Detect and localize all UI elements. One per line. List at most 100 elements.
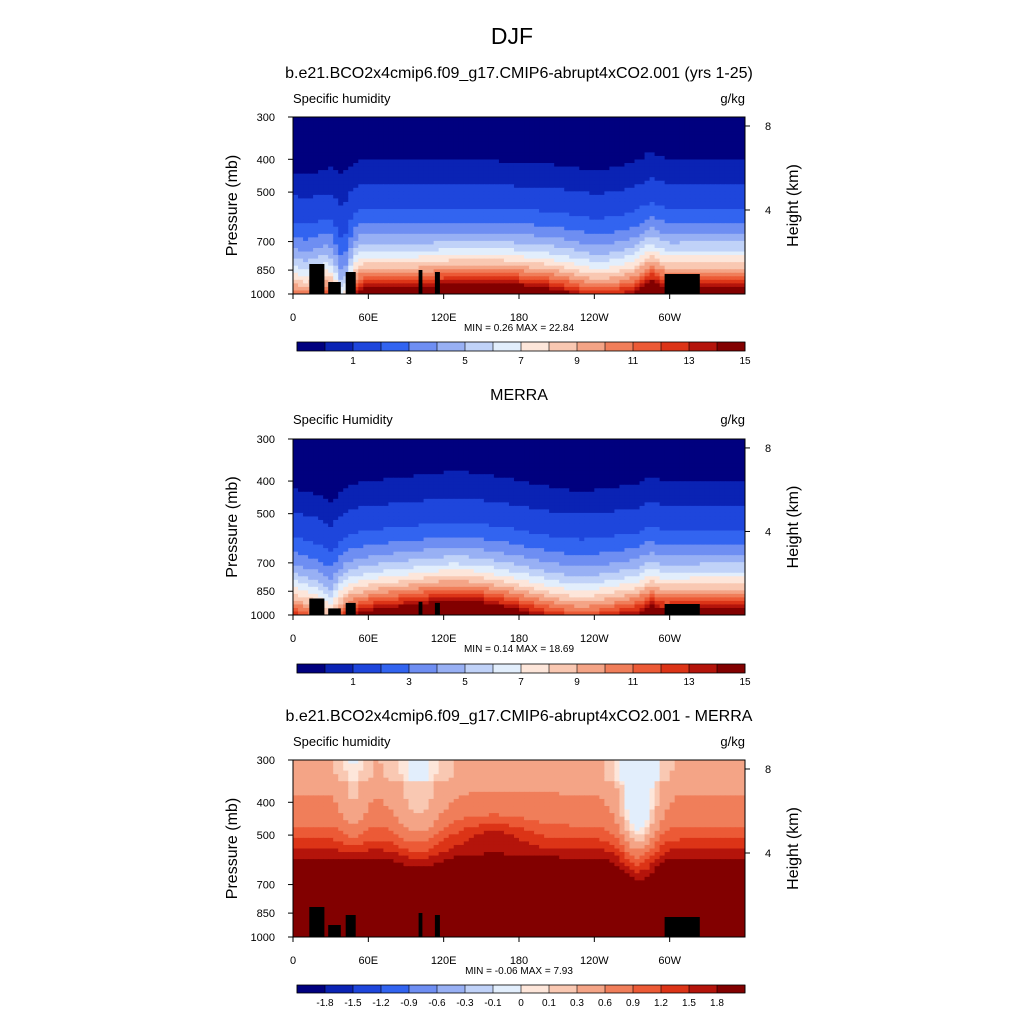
field-cell	[313, 152, 319, 157]
y-axis-title: Pressure (mb)	[224, 155, 241, 256]
field-cell	[529, 258, 535, 263]
field-cell	[629, 262, 636, 267]
field-cell	[303, 205, 309, 210]
field-cell	[589, 124, 595, 129]
field-cell	[333, 262, 339, 267]
field-cell	[493, 159, 500, 164]
field-cell	[298, 205, 304, 210]
field-cell	[303, 237, 309, 242]
field-cell	[519, 276, 525, 281]
field-cell	[488, 446, 495, 451]
field-cell	[624, 226, 631, 231]
field-cell	[418, 134, 425, 139]
field-cell	[639, 219, 646, 224]
field-cell	[614, 442, 621, 447]
field-cell	[493, 272, 500, 277]
field-cell	[313, 230, 319, 235]
field-cell	[318, 145, 324, 150]
field-cell	[569, 258, 575, 263]
field-cell	[634, 240, 641, 246]
field-cell	[624, 127, 631, 132]
field-cell	[624, 191, 631, 196]
field-cell	[503, 152, 510, 157]
field-cell	[408, 446, 415, 451]
field-cell	[634, 205, 641, 210]
field-cell	[564, 449, 570, 454]
field-cell	[539, 265, 545, 270]
field-cell	[413, 230, 420, 235]
field-cell	[383, 184, 390, 189]
field-cell	[554, 442, 560, 447]
field-cell	[654, 187, 661, 192]
field-cell	[629, 272, 636, 277]
field-cell	[519, 269, 525, 274]
field-cell	[293, 205, 299, 210]
field-cell	[719, 276, 726, 281]
field-cell	[298, 449, 304, 454]
field-cell	[388, 131, 395, 136]
field-cell	[413, 442, 420, 447]
field-cell	[559, 180, 565, 185]
field-cell	[519, 127, 525, 132]
field-cell	[604, 131, 610, 136]
field-cell	[534, 276, 540, 281]
field-cell	[569, 265, 575, 270]
field-cell	[729, 212, 736, 217]
field-cell	[498, 286, 505, 292]
field-cell	[333, 219, 339, 224]
field-cell	[669, 184, 676, 189]
field-cell	[694, 223, 701, 228]
field-cell	[303, 155, 309, 161]
field-cell	[358, 184, 364, 189]
field-cell	[483, 166, 490, 171]
field-cell	[549, 191, 555, 196]
field-cell	[609, 198, 616, 203]
field-cell	[724, 152, 731, 157]
field-cell	[559, 276, 565, 281]
field-cell	[639, 148, 646, 153]
field-cell	[629, 173, 636, 178]
field-cell	[298, 286, 304, 292]
field-cell	[483, 251, 490, 256]
field-cell	[438, 244, 445, 249]
field-cell	[348, 209, 354, 214]
colorbar-swatch	[437, 342, 466, 351]
field-cell	[428, 240, 435, 246]
field-cell	[569, 152, 575, 157]
field-cell	[353, 262, 359, 267]
field-cell	[398, 212, 405, 217]
field-cell	[704, 262, 711, 267]
field-cell	[534, 166, 540, 171]
field-cell	[418, 446, 425, 451]
field-cell	[423, 251, 430, 256]
field-cell	[704, 187, 711, 192]
field-cell	[529, 173, 535, 178]
field-cell	[629, 201, 636, 207]
field-cell	[694, 180, 701, 185]
field-cell	[739, 251, 745, 256]
field-cell	[709, 216, 716, 221]
field-cell	[313, 120, 319, 125]
field-cell	[549, 251, 555, 256]
field-cell	[609, 117, 616, 122]
field-cell	[699, 251, 706, 256]
field-cell	[739, 244, 745, 249]
field-cell	[644, 141, 651, 146]
field-cell	[714, 131, 721, 136]
field-cell	[724, 187, 731, 192]
field-cell	[413, 446, 420, 451]
field-cell	[659, 201, 666, 207]
field-cell	[403, 145, 410, 150]
field-cell	[403, 219, 410, 224]
field-cell	[358, 141, 364, 146]
field-cell	[388, 134, 395, 139]
field-cell	[609, 290, 616, 294]
field-cell	[524, 180, 530, 185]
field-cell	[699, 201, 706, 207]
field-cell	[508, 283, 515, 288]
field-cell	[589, 201, 595, 207]
field-cell	[403, 255, 410, 260]
field-cell	[574, 170, 580, 175]
field-cell	[614, 272, 621, 277]
field-cell	[739, 446, 745, 451]
